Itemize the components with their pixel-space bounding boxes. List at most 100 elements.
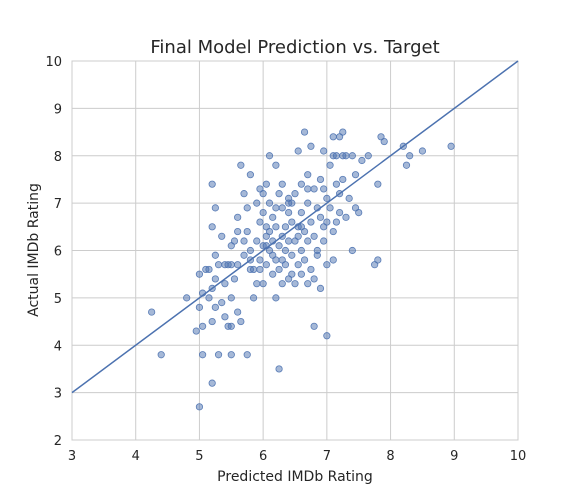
data-point (269, 251, 277, 259)
x-tick-label: 6 (259, 449, 267, 464)
data-point (246, 171, 254, 179)
data-point (278, 204, 286, 212)
data-point (256, 256, 264, 264)
data-point (240, 251, 248, 259)
data-point (199, 351, 207, 359)
grid (71, 60, 519, 441)
data-point (307, 142, 315, 150)
y-tick-label: 10 (45, 55, 62, 70)
data-point (320, 185, 328, 193)
data-point (234, 227, 242, 236)
data-point (208, 379, 216, 387)
data-point (348, 152, 356, 160)
data-point (256, 218, 264, 226)
data-point (262, 223, 270, 231)
data-point (278, 180, 286, 188)
data-point (300, 256, 309, 264)
data-point (272, 294, 280, 302)
data-point (227, 322, 235, 330)
data-point (240, 237, 248, 245)
data-point (335, 209, 344, 217)
data-point (342, 213, 350, 221)
data-point (310, 275, 318, 283)
x-tick-label: 4 (132, 449, 140, 464)
data-point (246, 246, 254, 255)
data-point (339, 152, 347, 160)
data-point (275, 190, 283, 198)
data-point (310, 232, 318, 240)
data-point (208, 317, 216, 326)
data-point (285, 237, 293, 245)
data-point (195, 270, 204, 278)
data-point (183, 294, 191, 302)
data-point (355, 209, 363, 217)
data-point (243, 204, 251, 212)
data-point (237, 317, 245, 326)
data-point (192, 327, 200, 335)
data-point (211, 204, 219, 212)
data-point (304, 280, 312, 288)
chart-title: Final Model Prediction vs. Target (150, 37, 439, 58)
data-point (297, 209, 305, 217)
data-point (304, 237, 312, 245)
y-tick-label: 6 (54, 245, 62, 260)
data-point (234, 213, 242, 221)
data-point (256, 265, 264, 274)
data-point (351, 171, 360, 179)
data-point (227, 351, 235, 359)
y-tick-label: 8 (54, 150, 62, 165)
data-point (310, 322, 318, 330)
data-point (307, 218, 315, 226)
y-tick-labels: 2 3 4 5 6 7 8 9 10 (45, 55, 62, 449)
data-point (364, 152, 372, 160)
data-point (326, 204, 334, 212)
data-point (297, 223, 305, 231)
data-point (259, 209, 267, 217)
data-point (288, 270, 296, 278)
data-point (310, 185, 318, 193)
data-point (294, 147, 302, 155)
data-point (249, 294, 258, 302)
data-point (218, 232, 226, 240)
data-point (208, 180, 216, 188)
data-point (259, 280, 267, 288)
data-point (237, 161, 245, 169)
data-point (234, 308, 242, 316)
data-point (205, 265, 213, 274)
data-point (374, 180, 382, 188)
data-point (221, 313, 229, 321)
data-point (208, 284, 216, 292)
y-tick-label: 2 (54, 434, 62, 449)
data-point (418, 147, 427, 155)
data-point (320, 147, 328, 155)
data-point (195, 303, 204, 311)
x-tick-label: 7 (323, 449, 331, 464)
data-point (278, 280, 286, 288)
data-point (262, 180, 270, 188)
data-point (304, 199, 312, 207)
data-point (269, 270, 277, 278)
data-points (148, 128, 455, 411)
data-point (269, 213, 277, 221)
data-point (300, 128, 309, 136)
data-point (269, 237, 277, 245)
data-point (253, 199, 261, 207)
y-tick-label: 4 (54, 339, 62, 354)
data-point (243, 227, 251, 236)
data-point (221, 261, 229, 269)
data-point (304, 171, 312, 179)
data-point (320, 237, 328, 245)
data-point (227, 294, 235, 302)
data-point (297, 180, 305, 188)
data-point (332, 218, 341, 226)
y-tick-label: 7 (54, 197, 62, 212)
data-point (326, 161, 334, 169)
data-point (285, 209, 293, 217)
data-point (320, 223, 328, 231)
data-point (291, 280, 299, 288)
data-point (281, 223, 290, 231)
data-point (227, 261, 235, 269)
data-point (332, 180, 341, 188)
data-point (307, 265, 315, 274)
